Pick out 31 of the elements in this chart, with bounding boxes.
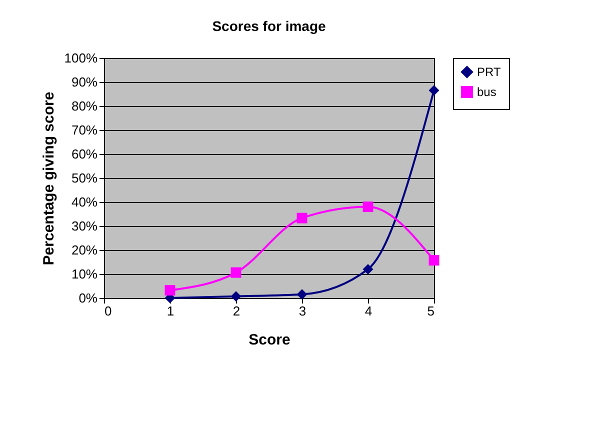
point xyxy=(296,212,308,224)
x-axis-title: Score xyxy=(248,332,290,348)
point xyxy=(362,202,374,212)
point xyxy=(230,267,242,278)
x-tick-label: 0 xyxy=(104,304,112,318)
legend-label: PRT xyxy=(477,65,502,79)
x-tick-label: 3 xyxy=(298,304,306,318)
y-tick-label: 50% xyxy=(71,170,98,186)
y-axis-title: Percentage giving score xyxy=(40,92,58,266)
chart-title: Scores for image xyxy=(212,18,326,34)
y-tick-label: 80% xyxy=(71,98,98,114)
y-tick-label: 10% xyxy=(71,266,98,282)
x-tick-label: 2 xyxy=(232,304,240,318)
y-tick-label: 100% xyxy=(64,50,98,66)
y-tick-label: 90% xyxy=(71,74,98,90)
y-tick-label: 20% xyxy=(71,242,98,258)
point xyxy=(362,264,374,274)
x-tick-label: 5 xyxy=(427,304,434,318)
point xyxy=(230,291,242,302)
y-tick-label: 40% xyxy=(71,194,98,210)
y-tick-label: 60% xyxy=(71,146,98,162)
point xyxy=(428,85,440,96)
point xyxy=(428,255,440,266)
point xyxy=(164,285,176,296)
y-tick-label: 70% xyxy=(71,122,98,138)
point xyxy=(296,289,308,300)
legend-label: bus xyxy=(477,85,496,99)
x-tick-label: 1 xyxy=(166,304,174,318)
x-tick-label: 4 xyxy=(364,304,372,318)
y-tick-label: 30% xyxy=(71,218,98,234)
y-tick-label: 0% xyxy=(78,290,98,306)
